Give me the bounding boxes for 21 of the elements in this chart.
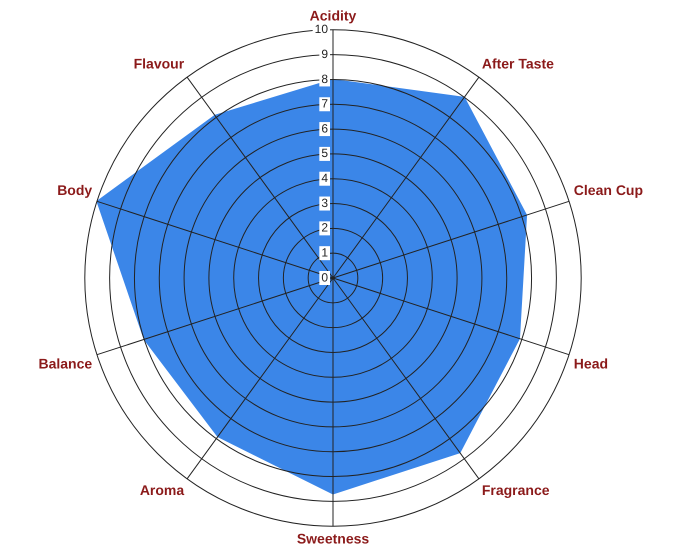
y-tick-label: 7 [321,96,328,111]
spoke-label: Aroma [140,482,184,498]
spoke-label: Acidity [310,7,357,24]
y-tick-label: 5 [321,146,328,160]
spoke-label: Flavour [134,56,185,72]
spoke-label: Sweetness [296,530,370,546]
spoke-label: Fragrance [482,482,550,498]
spoke-label: After Taste [482,56,554,72]
spoke-label: Balance [38,356,92,372]
y-tick-label: 10 [314,22,328,36]
y-tick-label: 0 [321,270,328,284]
spoke-label: Body [57,182,92,198]
y-tick-label: 1 [321,245,328,260]
y-tick-label: 9 [321,46,328,61]
y-tick-label: 4 [321,171,328,186]
y-tick-label: 3 [321,196,328,210]
y-tick-label: 6 [321,121,328,136]
spoke-label: Head [574,356,608,372]
y-tick-label: 8 [321,72,328,86]
y-tick-label: 2 [321,220,328,235]
spoke-label: Clean Cup [574,182,644,198]
